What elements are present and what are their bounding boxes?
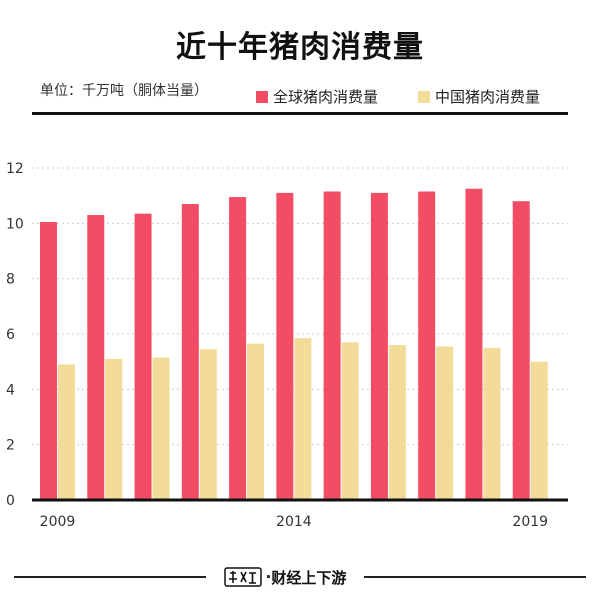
- bar-global: [134, 213, 152, 500]
- legend: 全球猪肉消费量 中国猪肉消费量: [256, 86, 576, 108]
- legend-item-global: 全球猪肉消费量: [256, 86, 378, 107]
- bar-china: [483, 347, 501, 500]
- legend-item-china: 中国猪肉消费量: [418, 86, 540, 107]
- bar-global: [229, 197, 247, 501]
- y-tick-label: 4: [6, 382, 15, 398]
- bar-china: [58, 364, 75, 500]
- legend-label-global: 全球猪肉消费量: [273, 88, 379, 106]
- footer-separator: ·: [265, 568, 272, 586]
- bar-global: [512, 201, 530, 500]
- header-rule: [32, 112, 568, 115]
- bar-global: [418, 191, 436, 500]
- bar-china: [294, 338, 312, 500]
- legend-swatch-global: [256, 90, 268, 103]
- bar-global: [323, 191, 341, 500]
- brand-logo-icon: [223, 567, 262, 587]
- legend-label-china: 中国猪肉消费量: [435, 88, 541, 106]
- bar-global: [465, 188, 483, 500]
- y-tick-label: 0: [6, 493, 15, 509]
- y-tick-label: 12: [6, 161, 24, 177]
- bar-global: [181, 203, 199, 500]
- bar-china: [247, 343, 265, 500]
- bar-china: [199, 349, 217, 500]
- bar-china: [388, 345, 406, 500]
- bar-china: [105, 358, 123, 500]
- bar-global: [276, 192, 294, 500]
- footer-brand-name: 财经上下游: [271, 568, 347, 587]
- unit-label: 单位：千万吨（胴体当量）: [40, 83, 208, 99]
- bar-global: [87, 215, 105, 500]
- bar-china: [436, 346, 454, 500]
- y-tick-label: 10: [6, 216, 24, 232]
- y-tick-label: 8: [6, 272, 15, 288]
- footer-brand: · 财经上下游: [206, 563, 364, 591]
- chart-title: 近十年猪肉消费量: [176, 30, 424, 65]
- x-tick-label: 2019: [512, 514, 548, 530]
- x-tick-label: 2009: [40, 514, 76, 530]
- bar-global: [370, 192, 388, 500]
- bar-china: [152, 357, 170, 500]
- bar-china: [341, 342, 359, 500]
- bar-global: [40, 221, 57, 500]
- x-tick-label: 2014: [276, 514, 312, 530]
- bar-chart: 0 2 4 6 8 10 12 2009 2014 2019: [6, 161, 568, 530]
- bar-china: [530, 361, 548, 500]
- y-tick-label: 2: [6, 438, 15, 454]
- legend-swatch-china: [418, 90, 430, 103]
- y-tick-label: 6: [6, 327, 15, 343]
